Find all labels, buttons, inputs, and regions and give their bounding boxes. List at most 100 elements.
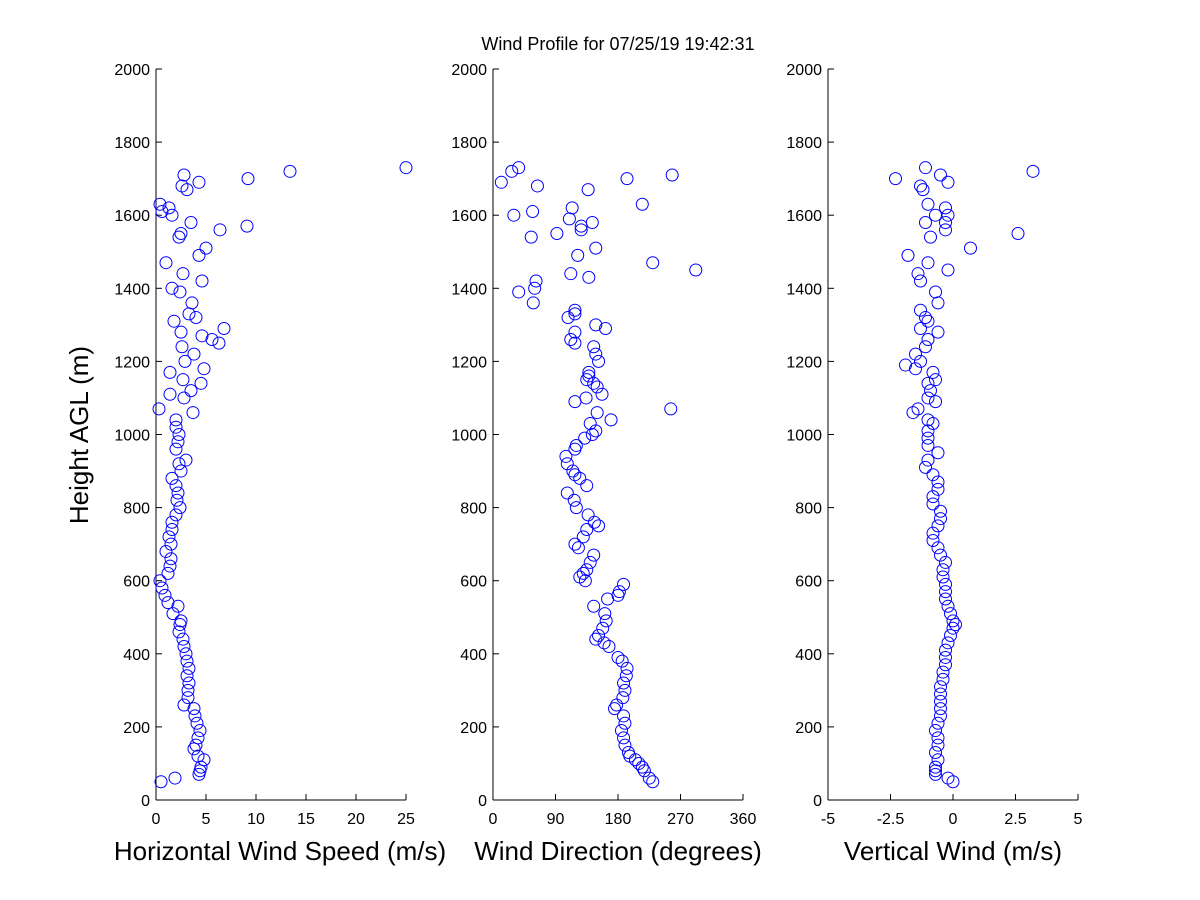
direction-x-tick-label: 0	[489, 811, 498, 828]
direction-y-tick-label: 1600	[451, 208, 487, 225]
speed-data-point	[155, 581, 169, 595]
direction-data-point	[571, 541, 585, 555]
vertical-data-point	[941, 636, 955, 650]
speed-data-point	[199, 241, 213, 255]
speed-data-point	[172, 625, 186, 639]
vertical-data-point	[926, 533, 940, 547]
direction-data-point	[617, 709, 631, 723]
speed-data-point	[163, 365, 177, 379]
speed-data-point	[180, 654, 194, 668]
speed-data-point	[162, 201, 176, 215]
direction-data-point	[580, 479, 594, 493]
speed-x-tick-label: 5	[202, 811, 211, 828]
speed-data-point	[165, 281, 179, 295]
vertical-data-point	[939, 201, 952, 215]
speed-data-point	[169, 420, 183, 434]
vertical-data-point	[921, 431, 935, 445]
speed-data-point	[177, 168, 191, 182]
speed-data-point	[213, 223, 227, 237]
vertical-y-tick-label: 2000	[786, 62, 822, 79]
speed-data-point	[184, 216, 198, 230]
speed-data-point	[399, 161, 413, 175]
vertical-data-point	[934, 687, 947, 701]
direction-data-point	[568, 303, 582, 317]
speed-data-point	[165, 471, 179, 485]
vertical-data-point	[926, 365, 940, 379]
direction-data-point	[568, 336, 582, 350]
speed-data-point	[163, 559, 177, 573]
direction-data-point	[583, 417, 597, 431]
direction-data-point	[581, 508, 595, 522]
direction-data-point	[582, 369, 596, 383]
speed-data-point	[172, 428, 186, 441]
direction-data-point	[578, 431, 592, 445]
direction-data-point	[560, 486, 574, 500]
speed-data-point	[175, 340, 189, 354]
direction-x-tick-label: 180	[605, 811, 632, 828]
vertical-data-point	[919, 161, 932, 175]
vertical-data-point	[921, 391, 935, 405]
direction-x-tick-label: 270	[667, 811, 694, 828]
vertical-data-point	[936, 570, 950, 584]
direction-y-tick-label: 0	[478, 793, 487, 810]
speed-data-point	[164, 552, 178, 566]
y-axis-label: Height AGL (m)	[64, 346, 94, 524]
speed-data-point	[179, 453, 193, 467]
vertical-data-point	[919, 311, 932, 325]
direction-data-point	[619, 669, 633, 683]
vertical-data-point	[929, 745, 942, 759]
vertical-x-tick-label: 5	[1074, 811, 1083, 828]
vertical-y-tick-label: 0	[813, 793, 822, 810]
speed-data-point	[241, 172, 255, 186]
direction-data-point	[585, 428, 599, 441]
speed-y-tick-label: 1000	[114, 428, 150, 445]
speed-data-point	[174, 614, 188, 628]
vertical-data-point	[914, 303, 927, 317]
vertical-data-point	[931, 753, 945, 767]
vertical-data-point	[931, 296, 945, 310]
speed-data-point	[283, 164, 297, 178]
speed-data-point	[167, 314, 181, 328]
direction-data-point	[599, 322, 612, 336]
direction-data-point	[568, 395, 582, 409]
speed-data-point	[159, 256, 173, 270]
vertical-data-point	[921, 438, 935, 452]
direction-data-point	[587, 548, 601, 562]
vertical-data-point	[941, 263, 955, 277]
vertical-data-point	[909, 347, 922, 361]
direction-data-point	[598, 607, 612, 621]
direction-data-point	[580, 563, 594, 577]
vertical-y-tick-label: 200	[795, 720, 822, 737]
vertical-data-point	[941, 599, 955, 613]
direction-data-point	[592, 519, 606, 533]
vertical-data-point	[911, 267, 925, 281]
direction-data-point	[664, 402, 678, 416]
vertical-data-point	[911, 402, 925, 416]
speed-data-point	[190, 716, 204, 730]
speed-data-point	[193, 724, 207, 738]
direction-data-point	[635, 197, 649, 211]
vertical-data-point	[914, 354, 927, 368]
direction-data-point	[568, 468, 582, 482]
speed-data-point	[191, 749, 205, 763]
vertical-data-point	[939, 643, 952, 657]
direction-data-point	[592, 354, 606, 368]
direction-data-point	[550, 226, 564, 240]
vertical-y-tick-label: 1600	[786, 208, 822, 225]
speed-data-point	[153, 574, 167, 588]
direction-data-point	[568, 537, 582, 551]
direction-data-point	[567, 493, 581, 507]
vertical-data-point	[934, 504, 947, 518]
speed-data-point	[169, 413, 183, 427]
direction-data-point	[635, 760, 649, 774]
direction-data-point	[568, 307, 582, 321]
vertical-data-point	[931, 482, 945, 496]
direction-data-point	[646, 256, 660, 270]
direction-data-point	[689, 263, 703, 277]
speed-data-point	[155, 205, 169, 219]
direction-data-point	[590, 380, 604, 394]
speed-data-point	[174, 325, 188, 339]
speed-data-point	[182, 307, 196, 321]
direction-data-point	[587, 340, 601, 354]
